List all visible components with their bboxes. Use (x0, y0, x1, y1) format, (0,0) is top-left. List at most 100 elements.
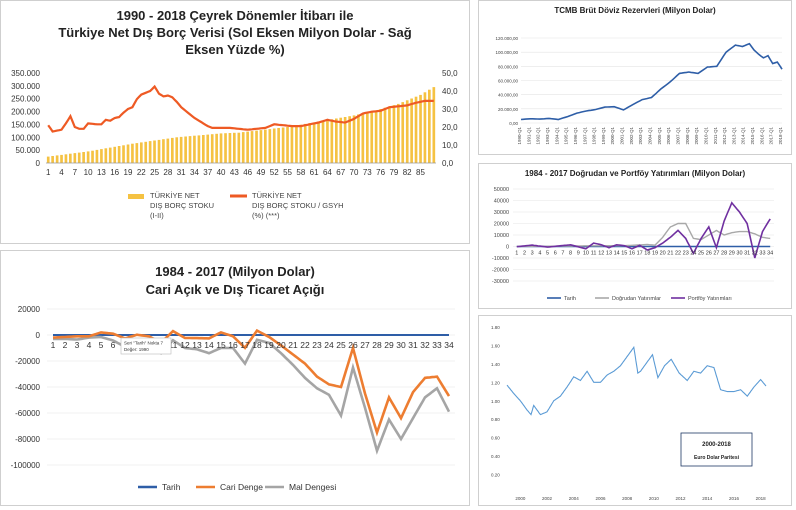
x-tick-label: 24 (690, 251, 696, 257)
legend-box-subtitle: Euro Dolar Paritesi (694, 455, 740, 461)
x-tick-label: 13 (192, 340, 202, 350)
bar (73, 153, 77, 163)
x-tick-label: 1 (515, 251, 518, 257)
x-tick-label: 1996-Q1 (573, 127, 578, 145)
x-tick-label: 13 (97, 168, 106, 177)
x-tick-label: 73 (363, 168, 372, 177)
x-tick-label: 82 (403, 168, 412, 177)
x-tick-label: 10 (583, 251, 589, 257)
bar (193, 135, 196, 163)
x-tick-label: 76 (376, 168, 385, 177)
x-tick-label: 21 (667, 251, 673, 257)
bar (348, 116, 351, 163)
x-tick-label: 1997-Q1 (582, 127, 587, 145)
bar (281, 127, 285, 163)
x-tick-label: 2012 (676, 496, 687, 501)
x-tick-label: 19 (264, 340, 274, 350)
bar (277, 128, 280, 163)
x-tick-label: 17 (637, 251, 643, 257)
x-tick-label: 2 (63, 340, 68, 350)
bar (401, 102, 405, 163)
legend-label: (%) (***) (252, 211, 280, 220)
x-tick-label: 2014 (702, 496, 713, 501)
bar (299, 124, 303, 163)
y-tick-label: -60000 (15, 409, 40, 418)
bar (317, 121, 320, 163)
reserves-chart-svg: 0,00 20.000,00 40.000,00 60.000,00 80.000,00… (495, 36, 783, 145)
bar (108, 147, 112, 163)
x-tick-label: 1992-Q1 (536, 127, 541, 145)
bar (246, 131, 249, 163)
x-tick-label: 9 (577, 251, 580, 257)
debt-chart-panel: 1990 - 2018 Çeyrek Dönemler İtibarı ile … (0, 0, 470, 244)
eurusd-chart-panel: 0.20 0.40 0.60 0.80 1.00 1.20 1.40 1.60 1.80 2000… (478, 315, 792, 506)
x-tick-label: 34 (767, 251, 773, 257)
x-tick-label: 28 (372, 340, 382, 350)
bar (144, 141, 148, 163)
bar (374, 110, 378, 163)
bar (197, 135, 201, 163)
bar (224, 133, 227, 163)
tooltip-box (120, 337, 172, 355)
bar (255, 130, 258, 163)
y-tick-label: 1.60 (491, 343, 500, 348)
bar (157, 139, 161, 163)
x-tick-label: 31 (744, 251, 750, 257)
y2-tick-label: 50,0 (442, 69, 458, 78)
bar (379, 109, 382, 163)
x-tick-label: 25 (336, 340, 346, 350)
legend-label: DIŞ BORÇ STOKU / GSYH (252, 201, 344, 210)
bar (286, 127, 289, 163)
investments-chart-svg: -30000 -20000 -10000 0 10000 20000 30000 40000 5… (492, 187, 774, 302)
bar (272, 128, 276, 163)
bar (237, 132, 241, 163)
x-tick-label: 17 (240, 340, 250, 350)
bar (428, 89, 431, 163)
bar (166, 138, 170, 163)
x-tick-label: 27 (360, 340, 370, 350)
x-tick-label: 37 (203, 168, 212, 177)
x-tick-label: 23 (312, 340, 322, 350)
x-tick-label: 2 (523, 251, 526, 257)
x-tick-label: 15 (621, 251, 627, 257)
y-tick-label: -100000 (11, 461, 41, 470)
x-tick-label: 2012-Q1 (722, 127, 727, 145)
investments-chart-title: 1984 - 2017 Doğrudan ve Portföy Yatırıml… (524, 169, 746, 178)
x-tick-label: 2003-Q1 (638, 127, 643, 145)
x-tick-label: 85 (416, 168, 425, 177)
x-tick-label: 2004-Q1 (648, 127, 653, 145)
bar (268, 129, 272, 163)
tooltip-text: Seri "Tarih" Nokta 7 (124, 341, 163, 346)
y-tick-label: 0 (36, 331, 41, 340)
x-tick-label: 27 (713, 251, 719, 257)
current-account-chart-title: 1984 - 2017 (Milyon Dolar) Cari Açık ve … (145, 264, 325, 297)
y-tick-label: 0.20 (491, 473, 500, 478)
legend-label: Cari Denge (220, 482, 263, 492)
x-tick-label: 33 (759, 251, 765, 257)
eurusd-line (506, 345, 767, 416)
legend-label: DIŞ BORÇ STOKU (150, 201, 214, 210)
x-tick-label: 2001-Q1 (620, 127, 625, 145)
x-tick-label: 3 (75, 340, 80, 350)
bar (388, 106, 391, 163)
x-tick-label: 20 (660, 251, 666, 257)
x-tick-label: 11 (591, 251, 597, 257)
bar (64, 154, 68, 163)
x-tick-label: 52 (270, 168, 279, 177)
x-tick-label: 1 (46, 168, 51, 177)
y-tick-label: 20000 (18, 305, 41, 314)
bar (69, 153, 72, 163)
x-tick-label: 2005-Q1 (657, 127, 662, 145)
bar (326, 120, 329, 163)
y-tick-label: -40000 (15, 383, 40, 392)
bar (179, 136, 183, 163)
x-tick-label: 2018-Q1 (778, 127, 783, 145)
x-tick-label: 61 (310, 168, 319, 177)
x-tick-label: 2007-Q1 (675, 127, 680, 145)
bar (82, 152, 85, 163)
y-tick-label: -10000 (492, 256, 509, 262)
bar (308, 123, 312, 163)
bar (171, 137, 174, 163)
x-tick-label: 24 (324, 340, 334, 350)
y-tick-label: 0.40 (491, 454, 500, 459)
